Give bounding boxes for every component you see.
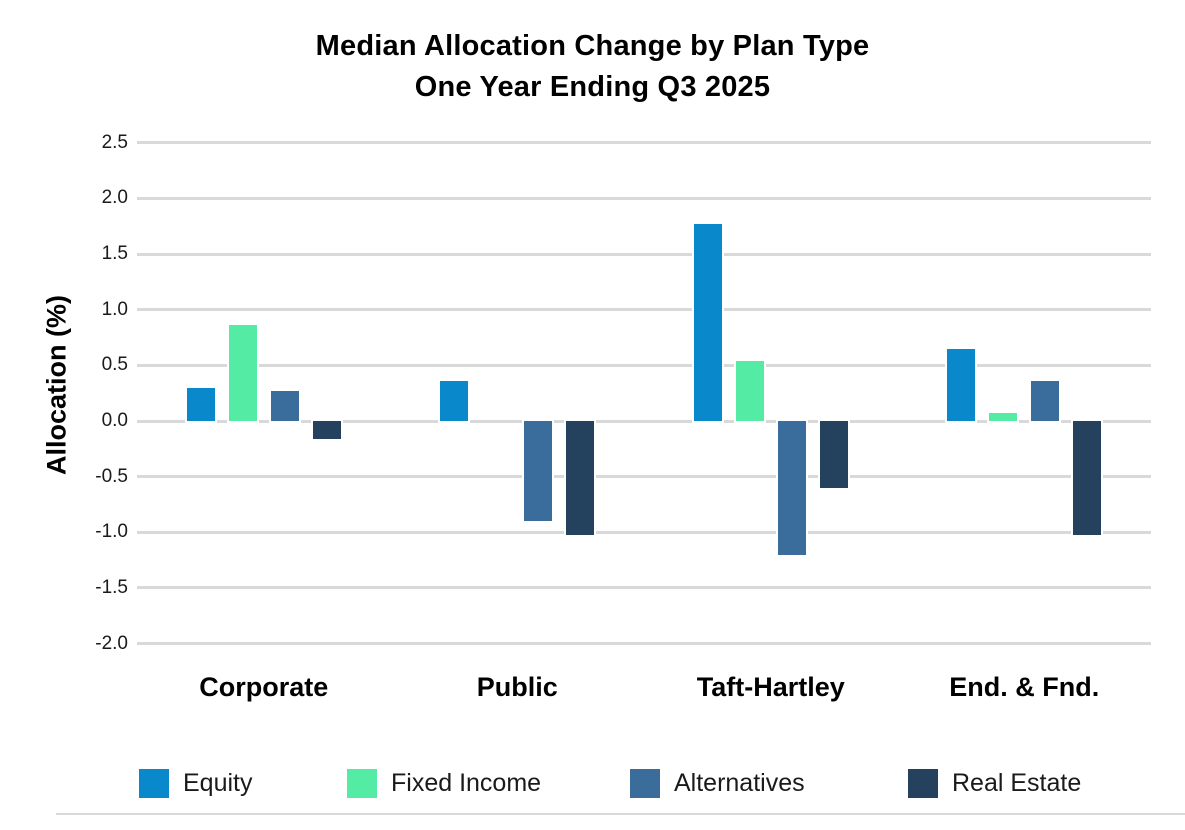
y-tick-label: -1.0 [95,521,128,543]
bar-fixed-income [733,358,766,423]
x-category-label: Taft-Hartley [696,672,845,702]
bottom-divider-line [56,813,1185,815]
y-tick-label: 1.5 [101,243,128,265]
bar-real-estate [1071,419,1104,537]
y-axis-title: Allocation (%) [41,295,72,475]
y-tick-label: -2.0 [95,632,128,654]
bar-equity [438,378,471,423]
bar-fixed-income [987,411,1020,423]
gridline [137,642,1151,646]
bar-real-estate [564,419,597,537]
gridline [137,475,1151,479]
bar-alternatives [775,419,808,557]
bar-equity [184,385,217,423]
gridline [137,586,1151,590]
legend-swatch-icon [630,768,660,798]
gridline [137,252,1151,256]
gridline [137,530,1151,534]
gridline [137,141,1151,145]
bar-real-estate [817,419,850,490]
legend-label: Real Estate [952,768,1082,797]
legend-item-alternatives: Alternatives [630,766,805,800]
y-tick-label: -1.5 [95,576,128,598]
y-tick-label: 0.5 [101,354,128,376]
gridline [137,308,1151,312]
legend-label: Alternatives [674,768,805,797]
legend-item-equity: Equity [139,766,252,800]
legend-label: Equity [183,768,253,797]
bar-equity [691,221,724,423]
bar-real-estate [310,419,343,441]
bar-alternatives [1029,378,1062,423]
chart-title: Median Allocation Change by Plan Type On… [0,26,1185,108]
bar-alternatives [522,419,555,524]
y-tick-label: -0.5 [95,465,128,487]
bar-alternatives [268,388,301,423]
legend-swatch-icon [347,768,377,798]
x-category-label: End. & Fnd. [949,672,1100,702]
y-tick-label: 1.0 [101,298,128,320]
y-tick-label: 2.5 [101,131,128,153]
chart-title-line2: One Year Ending Q3 2025 [414,71,771,103]
legend-swatch-icon [908,768,938,798]
x-category-label: Public [476,672,558,702]
legend-label: Fixed Income [391,768,542,797]
x-category-label: Corporate [199,672,329,702]
chart-title-line1: Median Allocation Change by Plan Type [315,30,870,62]
legend-swatch-icon [139,768,169,798]
bar-fixed-income [226,323,259,423]
gridline [137,419,1151,423]
legend-item-fixed-income: Fixed Income [347,766,541,800]
legend-item-real-estate: Real Estate [908,766,1081,800]
gridline [137,363,1151,367]
gridline [137,196,1151,200]
y-tick-label: 0.0 [101,410,128,431]
bar-equity [945,346,978,423]
y-tick-label: 2.0 [101,187,128,209]
